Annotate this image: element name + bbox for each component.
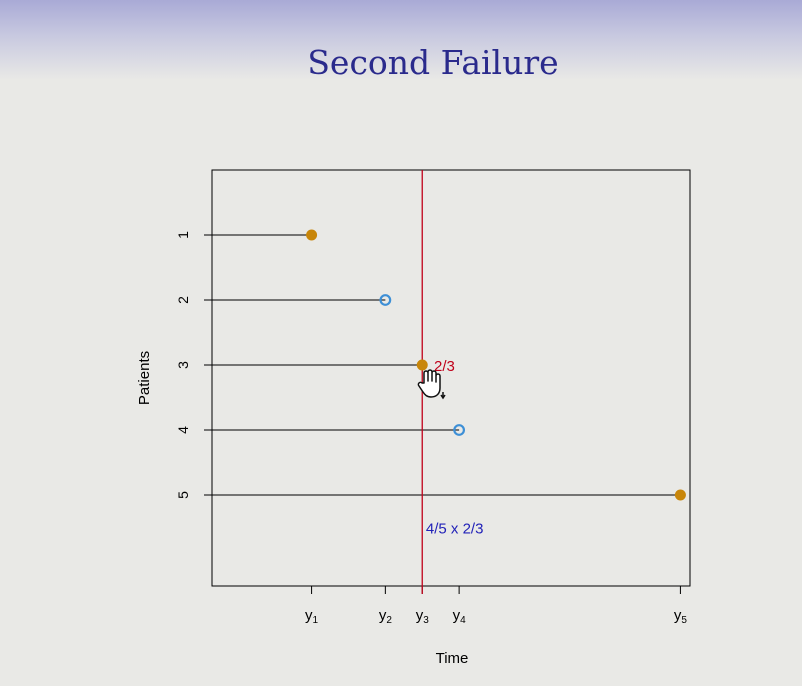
x-tick-label-y1: y1 [305, 607, 319, 626]
failure-point-1 [306, 229, 318, 241]
x-axis: y1 y2 y3 y4 y5 [305, 586, 687, 626]
x-axis-label: Time [436, 650, 469, 667]
y-tick-label-2: 2 [175, 296, 191, 304]
x-tick-label-y3: y3 [416, 607, 430, 626]
y-axis-label: Patients [136, 351, 153, 405]
annotation-interval-fraction: 2/3 [434, 358, 455, 375]
patient-lines [204, 234, 681, 496]
slide-header-band [0, 0, 802, 80]
annotation-survival-product: 4/5 x 2/3 [426, 521, 484, 538]
patient-points [306, 229, 686, 501]
y-tick-label-4: 4 [175, 426, 191, 434]
censored-point-4 [453, 424, 466, 436]
y-tick-label-3: 3 [175, 361, 191, 369]
failure-point-5 [674, 489, 686, 501]
y-tick-label-5: 5 [175, 491, 191, 499]
x-tick-label-y2: y2 [379, 607, 393, 626]
slide-title: Second Failure [307, 43, 559, 82]
annotations: 2/3 4/5 x 2/3 [426, 358, 484, 538]
x-tick-label-y5: y5 [674, 607, 688, 626]
hand-cursor-icon [416, 368, 448, 402]
censored-point-2 [379, 294, 392, 306]
plot-frame [211, 169, 691, 587]
y-tick-label-1: 1 [175, 231, 191, 239]
x-tick-label-y4: y4 [453, 607, 467, 626]
failure-point-3 [416, 359, 428, 371]
